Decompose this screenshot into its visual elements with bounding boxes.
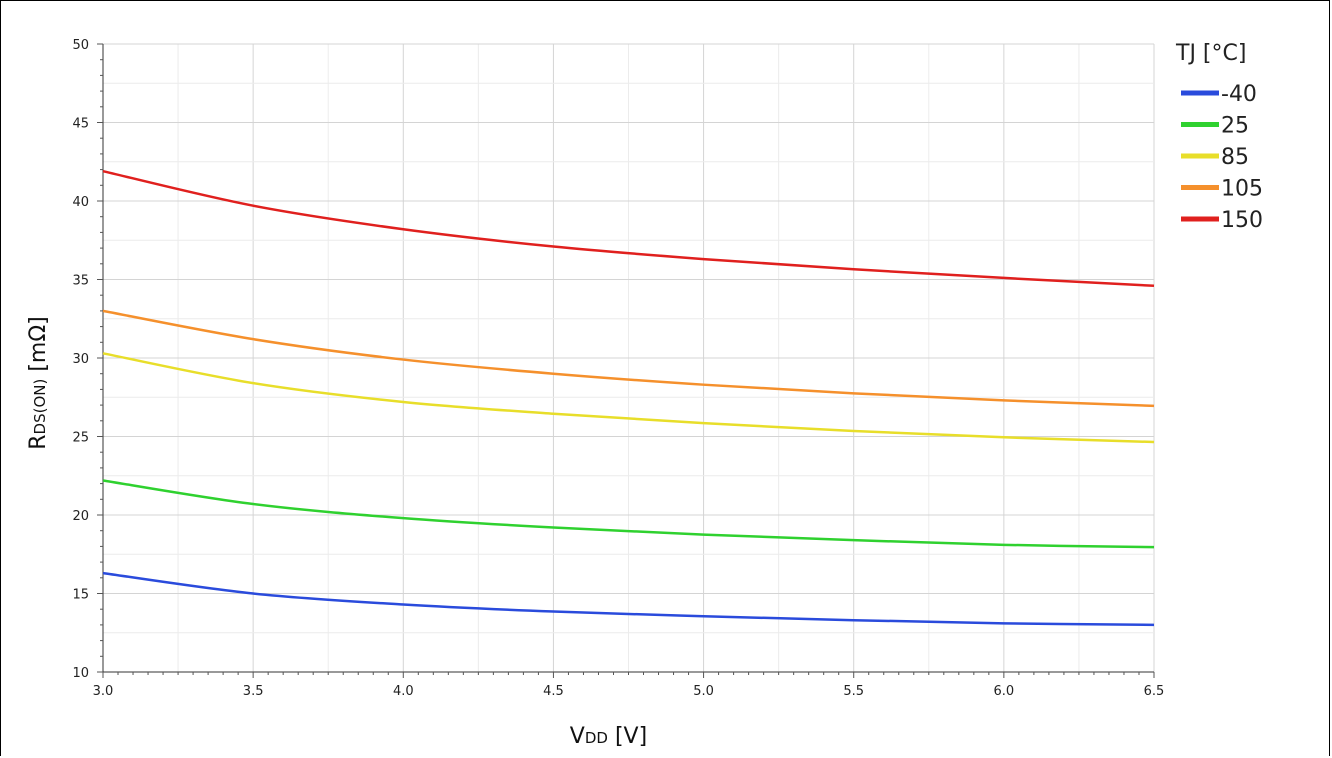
y-tick-label: 45 [72,117,89,132]
x-axis-title-main: V [570,724,585,749]
series-lines [102,169,1155,627]
y-tick-label: 10 [72,666,89,681]
x-tick-label: 3.5 [243,684,264,699]
y-tick-label: 35 [72,274,89,289]
x-tick-label: 6.0 [994,684,1015,699]
x-axis-title-sub: DD [585,729,608,747]
x-tick-label: 4.0 [393,684,414,699]
series-line-85 [102,352,1155,444]
y-axis-title-unit: [mΩ] [26,316,51,378]
y-tick-label: 25 [72,431,89,446]
axes: 3.0 3.5 4.0 4.5 5.0 5.5 6.0 6.5 10 15 20 25 30 35 40 45… [72,38,1164,699]
x-tick-label: 6.5 [1144,684,1165,699]
series-line-25 [102,479,1155,549]
y-axis-title-main: R [26,434,51,449]
x-axis-title: VDD [V] [570,724,647,749]
legend-label: 150 [1221,208,1263,233]
series-line-105 [102,309,1155,408]
legend-label: 85 [1221,145,1249,170]
y-tick-label: 50 [72,38,89,53]
x-tick-label: 3.0 [93,684,114,699]
y-tick-label: 20 [72,509,89,524]
series-line-150 [102,169,1155,288]
y-tick-label: 40 [72,195,89,210]
legend-label: -40 [1221,82,1257,107]
grid [102,43,1155,673]
y-axis-title: RDS(ON) [mΩ] [26,316,51,450]
x-tick-label: 4.5 [543,684,564,699]
y-tick-label: 30 [72,352,89,367]
y-tick-label: 15 [72,588,89,603]
x-tick-label: 5.5 [843,684,864,699]
x-tick-label: 5.0 [693,684,714,699]
legend-label: 25 [1221,114,1249,139]
y-axis-title-sub: DS(ON) [31,379,49,435]
series-line-minus40 [102,571,1155,627]
legend-title: TJ [°C] [1175,41,1246,66]
x-axis-title-unit: [V] [608,724,647,749]
legend: -40 25 85 105 150 [1181,82,1263,233]
legend-label: 105 [1221,177,1263,202]
